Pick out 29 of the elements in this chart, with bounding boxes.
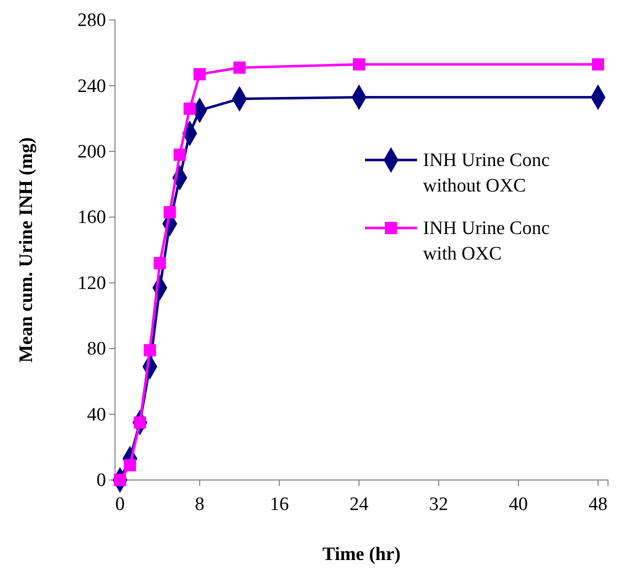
point bbox=[144, 344, 156, 356]
point bbox=[184, 102, 196, 115]
x-tick-label: 24 bbox=[350, 494, 370, 515]
y-axis-title: Mean cum. Urine INH (mg) bbox=[16, 137, 37, 363]
x-tick-label: 0 bbox=[115, 494, 125, 515]
y-tick-label: 40 bbox=[87, 404, 106, 426]
x-tick-label: 8 bbox=[194, 494, 204, 515]
legend-label: INH Urine Conc without OXC bbox=[423, 150, 550, 197]
y-tick-label: 80 bbox=[87, 338, 106, 360]
x-axis-title: Time (hr) bbox=[322, 544, 401, 565]
x-tick-label: 48 bbox=[588, 494, 608, 515]
point bbox=[194, 68, 206, 80]
y-tick-label: 240 bbox=[78, 76, 106, 97]
point bbox=[233, 62, 246, 74]
x-tick-label: 40 bbox=[508, 494, 528, 515]
y-tick-label: 120 bbox=[78, 272, 106, 294]
point bbox=[352, 58, 366, 70]
point bbox=[154, 257, 166, 270]
point bbox=[124, 459, 136, 472]
y-tick-label: 0 bbox=[96, 470, 106, 492]
legend-label: INH Urine Conc with OXC bbox=[423, 218, 550, 265]
y-tick-label: 160 bbox=[78, 207, 106, 228]
x-tick-label: 32 bbox=[429, 494, 448, 515]
point bbox=[174, 148, 186, 161]
y-tick-label: 200 bbox=[78, 142, 106, 163]
point bbox=[592, 58, 604, 70]
y-tick-label: 280 bbox=[78, 10, 106, 32]
point bbox=[164, 206, 176, 218]
x-tick-label: 16 bbox=[270, 494, 289, 515]
